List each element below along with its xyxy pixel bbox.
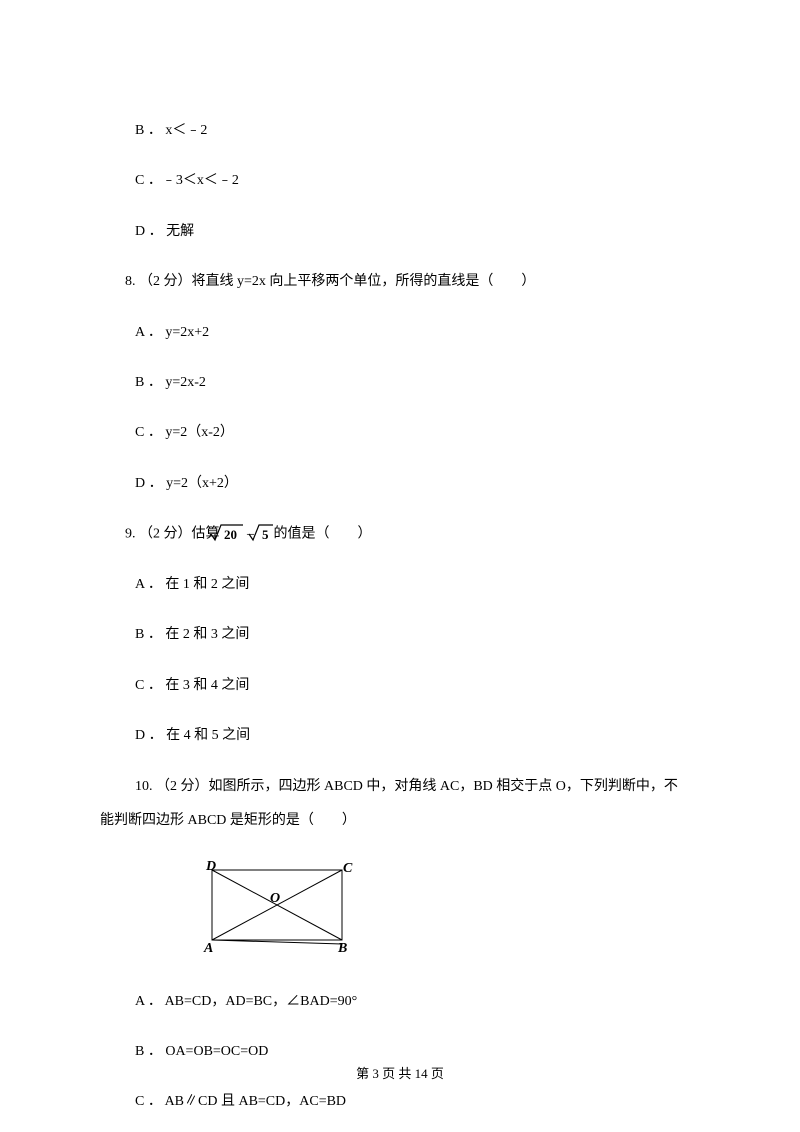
page-footer: 第 3 页 共 14 页: [0, 1063, 800, 1082]
question-10-line1: 10. （2 分）如图所示，四边形 ABCD 中，对角线 AC，BD 相交于点 …: [100, 776, 700, 798]
sqrt-20-icon: 20: [220, 521, 244, 543]
label-A: A: [203, 941, 213, 954]
svg-text:20: 20: [224, 527, 237, 542]
option-9-A: A ． 在 1 和 2 之间: [100, 574, 700, 596]
rectangle-diagram: D C A B O: [200, 860, 700, 962]
option-10-B: B ． OA=OB=OC=OD: [100, 1041, 700, 1063]
label-B: B: [337, 941, 347, 954]
question-9: 9. （2 分）估算20 – 5的值是（ ）: [100, 523, 700, 546]
option-8-A: A ． y=2x+2: [100, 322, 700, 344]
label-D: D: [205, 860, 216, 874]
option-10-A: A ． AB=CD，AD=BC，∠BAD=90°: [100, 991, 700, 1013]
option-9-C: C ． 在 3 和 4 之间: [100, 675, 700, 697]
option-7-B: B ． x＜﹣2: [100, 120, 700, 142]
option-8-D: D ． y=2（x+2）: [100, 473, 700, 495]
svg-text:5: 5: [262, 527, 269, 542]
sqrt-5-icon: 5: [258, 521, 274, 543]
option-10-C: C ． AB∥CD 且 AB=CD，AC=BD: [100, 1091, 700, 1113]
option-7-C: C ．﹣3＜x＜﹣2: [100, 170, 700, 192]
q9-prefix: 9. （2 分）估算: [125, 527, 220, 542]
option-8-C: C ． y=2（x-2）: [100, 422, 700, 444]
option-9-D: D ． 在 4 和 5 之间: [100, 725, 700, 747]
question-8: 8. （2 分）将直线 y=2x 向上平移两个单位，所得的直线是（ ）: [100, 271, 700, 293]
option-8-B: B ． y=2x-2: [100, 372, 700, 394]
label-O: O: [270, 891, 280, 906]
label-C: C: [343, 861, 353, 876]
q9-suffix: 的值是（ ）: [274, 527, 372, 542]
option-7-D: D ． 无解: [100, 221, 700, 243]
option-9-B: B ． 在 2 和 3 之间: [100, 624, 700, 646]
question-10-line2: 能判断四边形 ABCD 是矩形的是（ ）: [100, 810, 700, 832]
